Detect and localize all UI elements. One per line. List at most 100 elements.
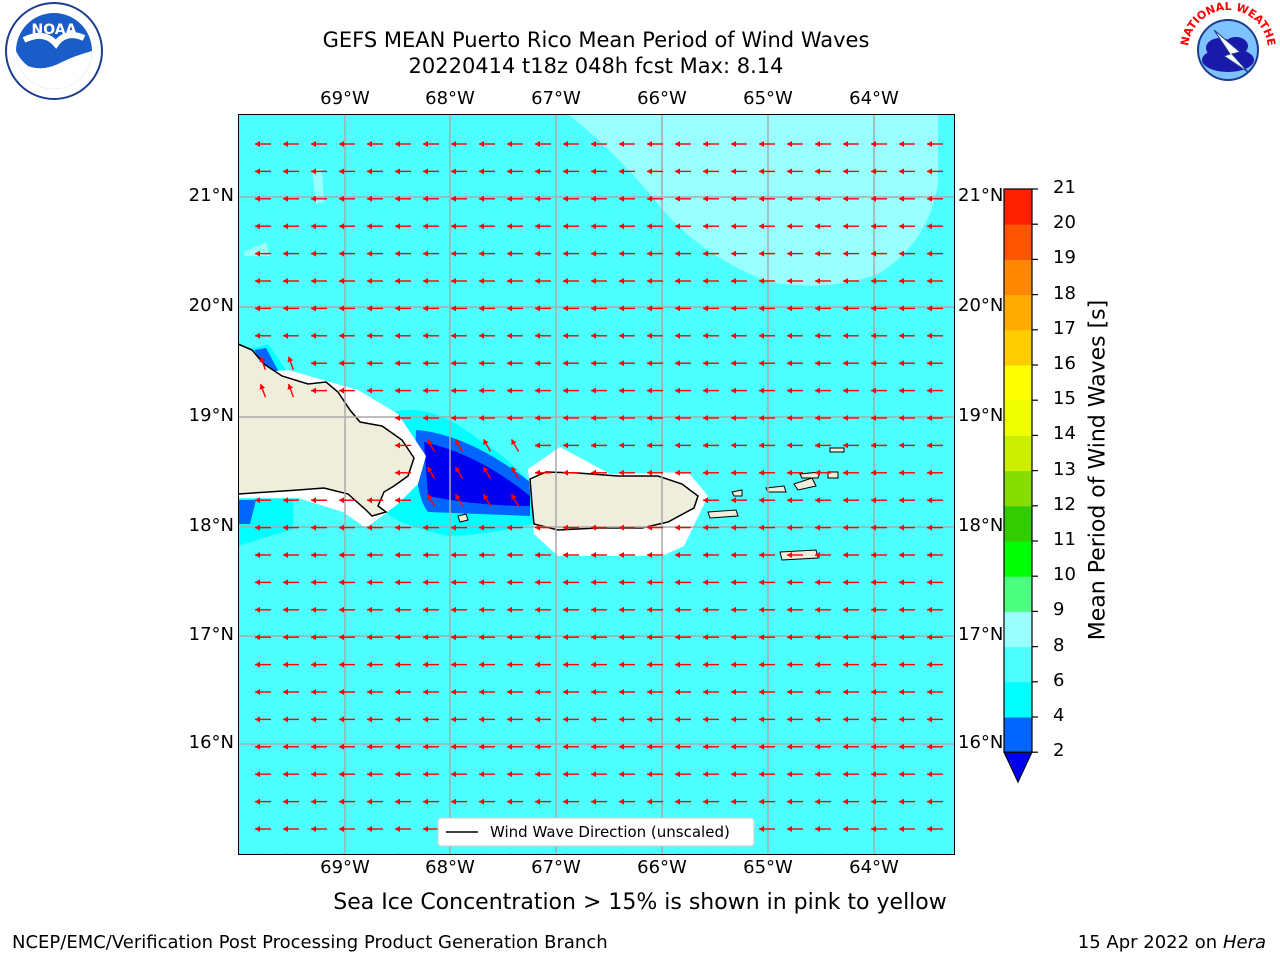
wind-arrow [871, 141, 887, 147]
wind-arrow [367, 826, 383, 832]
wind-arrow [311, 552, 327, 558]
wind-arrow [395, 305, 411, 312]
wind-arrow [423, 195, 439, 202]
wind-arrow [871, 360, 887, 367]
wind-arrow [843, 771, 859, 778]
wind-arrow [311, 743, 327, 750]
wind-arrow [563, 661, 579, 668]
wind-arrow [759, 415, 775, 421]
wind-arrow [563, 415, 579, 421]
wind-arrow [479, 305, 495, 312]
sea-ice-note: Sea Ice Concentration > 15% is shown in … [333, 890, 947, 915]
wind-arrow [675, 743, 691, 750]
wind-arrow [731, 168, 747, 175]
wind-arrow [507, 387, 523, 394]
wind-arrow [787, 743, 803, 750]
colorbar-tick-label: 19 [1053, 247, 1076, 269]
wind-arrow [787, 195, 803, 202]
wind-arrow [507, 552, 523, 558]
wind-arrow [871, 661, 887, 668]
island-tortola [799, 471, 821, 479]
high-period-patch-west [244, 242, 270, 256]
wind-arrow [339, 716, 355, 723]
wind-arrow [311, 141, 327, 147]
wind-arrow [647, 552, 663, 558]
wind-arrow [675, 661, 691, 668]
wind-arrow [759, 250, 775, 257]
wind-arrow [451, 606, 467, 613]
wind-arrow [311, 798, 327, 805]
longitude-label-top: 67°W [531, 88, 581, 109]
wind-arrow [563, 798, 579, 805]
wind-arrow [899, 606, 915, 613]
wind-arrow [899, 223, 915, 230]
wind-arrow [451, 332, 467, 339]
wind-arrow [259, 383, 267, 398]
wind-arrow [647, 250, 663, 257]
wind-arrow [899, 661, 915, 668]
wind-arrow [367, 387, 383, 394]
wind-arrow [703, 606, 719, 613]
wind-arrow [927, 579, 943, 586]
wind-arrow [454, 466, 464, 480]
wind-arrow [703, 743, 719, 750]
footer-credit: NCEP/EMC/Verification Post Processing Pr… [12, 932, 608, 953]
wind-arrow [423, 634, 439, 641]
wind-arrow [759, 387, 775, 394]
wind-arrow [899, 415, 915, 421]
wind-arrow [367, 524, 383, 531]
wind-arrow [395, 195, 411, 202]
wind-arrow [507, 195, 523, 202]
island-culebra [731, 489, 743, 497]
wind-arrow [815, 442, 831, 449]
wind-arrow [647, 771, 663, 778]
wind-arrow [479, 195, 495, 202]
wind-arrow [843, 305, 859, 312]
colorbar-segment [1004, 400, 1032, 436]
wind-arrow [927, 387, 943, 394]
wind-arrow [843, 716, 859, 723]
hispaniola-land [238, 343, 415, 517]
wind-arrow [367, 579, 383, 586]
wind-arrow [787, 415, 803, 421]
wind-arrow [843, 469, 859, 476]
wind-arrow [703, 195, 719, 202]
wind-arrow [619, 469, 635, 476]
wind-arrow [591, 141, 607, 147]
wind-arrow [339, 305, 355, 312]
wind-arrow [395, 415, 411, 421]
wind-arrow [255, 552, 271, 558]
wind-arrow [591, 442, 607, 449]
wind-arrow [311, 250, 327, 257]
chart-subtitle: 20220414 t18z 048h fcst Max: 8.14 [408, 54, 784, 78]
wind-arrow [871, 579, 887, 586]
wind-arrow [395, 771, 411, 778]
wind-arrow [311, 497, 327, 504]
wind-arrow [843, 387, 859, 394]
wind-arrow [510, 466, 520, 480]
wind-arrow [619, 579, 635, 586]
wind-arrow [843, 250, 859, 257]
noaa-logo: NOAA [5, 2, 103, 100]
wind-arrow [339, 278, 355, 284]
wind-arrow [311, 771, 327, 778]
wind-arrow [311, 716, 327, 723]
wind-arrow [255, 743, 271, 750]
wind-arrow [647, 743, 663, 750]
legend-label: Wind Wave Direction (unscaled) [490, 823, 730, 841]
wind-arrow [423, 305, 439, 312]
wind-arrow [255, 634, 271, 641]
wind-arrow [647, 442, 663, 449]
wind-arrow [619, 168, 635, 175]
wind-arrow [535, 223, 551, 230]
longitude-label-top: 64°W [849, 88, 899, 109]
wind-arrow [395, 497, 411, 504]
wind-arrow [871, 223, 887, 230]
colorbar-segment [1004, 576, 1032, 612]
wind-arrow [563, 442, 579, 449]
wind-arrow [563, 634, 579, 641]
colorbar-segment [1004, 681, 1032, 718]
wind-arrow [283, 524, 299, 531]
wind-arrow [927, 168, 943, 175]
wind-arrow [423, 771, 439, 778]
